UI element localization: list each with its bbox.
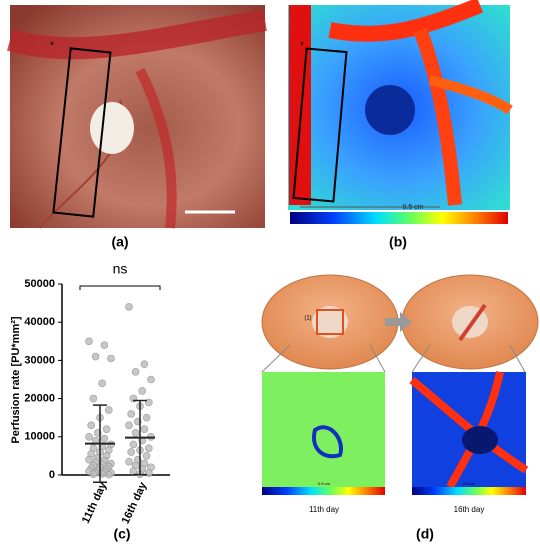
data-point	[98, 379, 106, 388]
data-point	[140, 425, 149, 433]
data-point	[147, 375, 155, 384]
y-axis-label: Perfusion rate [PU*mm²]	[10, 316, 22, 443]
data-point	[125, 421, 133, 430]
scale-bar-label: 0.5 cm	[318, 481, 331, 486]
y-tick-label: 10000	[24, 431, 55, 443]
data-point	[89, 394, 98, 403]
scale-bar-label: 0.5 cm	[402, 204, 423, 211]
y-tick-label: 20000	[24, 393, 55, 405]
svg-text:*: *	[300, 41, 304, 52]
marker-label: (1)	[304, 316, 311, 322]
panel-label: (d)	[416, 526, 434, 542]
data-point	[91, 352, 100, 361]
x-tick-label: 11th day	[80, 480, 110, 526]
data-point	[85, 337, 93, 346]
perfusion-map-b: *	[288, 0, 513, 224]
data-point	[105, 406, 113, 414]
panel-label: (c)	[113, 526, 130, 542]
data-point	[100, 434, 109, 443]
y-tick-label: 0	[49, 469, 55, 481]
caption: 16th day	[454, 505, 485, 514]
data-point	[129, 467, 138, 475]
svg-text:*: *	[50, 41, 54, 52]
y-tick-label: 30000	[24, 354, 55, 366]
data-point	[105, 470, 113, 479]
data-point	[140, 360, 149, 369]
data-point	[142, 452, 151, 460]
data-point	[127, 448, 135, 456]
data-point	[125, 457, 133, 466]
scale-bar-label: 0.5 cm	[463, 481, 476, 486]
photo-a: *	[6, 5, 267, 229]
data-point	[85, 432, 93, 441]
data-point	[125, 303, 133, 311]
data-point	[131, 429, 140, 437]
data-point	[127, 410, 135, 418]
data-point	[87, 421, 95, 430]
significance-bracket	[79, 285, 161, 290]
panel-label: (b)	[389, 234, 407, 250]
caption: 11th day	[309, 505, 339, 514]
y-tick-label: 50000	[24, 278, 55, 290]
schematic-d	[261, 274, 539, 495]
data-point	[129, 440, 138, 449]
data-point	[89, 470, 98, 479]
data-point	[102, 425, 111, 433]
data-point	[85, 455, 93, 464]
significance-label: ns	[113, 261, 128, 277]
data-point	[107, 354, 115, 363]
x-tick-label: 16th day	[120, 480, 150, 526]
data-point	[138, 387, 146, 395]
data-point	[145, 398, 153, 407]
panel-label: (a)	[111, 234, 128, 250]
data-point	[145, 444, 153, 453]
data-point	[131, 368, 140, 376]
data-point	[142, 413, 151, 422]
data-point	[145, 469, 153, 477]
data-point	[100, 341, 109, 349]
y-tick-label: 40000	[24, 316, 55, 328]
